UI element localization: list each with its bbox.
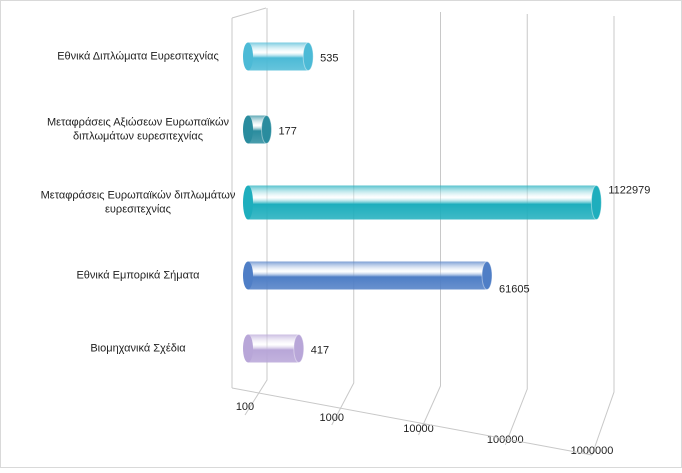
y-tick-label: Βιομηχανικά Σχέδια bbox=[90, 342, 186, 354]
y-tick-label: Μεταφράσεις Ευρωπαϊκών διπλωμάτων ευρεσιτ… bbox=[41, 189, 236, 215]
bar bbox=[248, 42, 309, 71]
x-tick-label: 10000 bbox=[403, 423, 434, 435]
bar bbox=[248, 334, 299, 363]
y-tick-label: Μεταφράσεις Αξιώσεων Ευρωπαϊκών διπλωμάτω… bbox=[47, 116, 230, 142]
grid-line bbox=[504, 14, 528, 446]
bar-cap-start bbox=[243, 261, 253, 290]
bar-cap-end bbox=[481, 261, 493, 290]
bar bbox=[248, 261, 487, 290]
bar-cap-start bbox=[243, 42, 253, 71]
data-label: 417 bbox=[311, 344, 329, 356]
y-tick-label: Εθνικά Εμπορικά Σήματα bbox=[76, 269, 200, 281]
bar-cap-start bbox=[243, 185, 253, 220]
grid-line bbox=[591, 16, 615, 456]
x-tick-label: 100 bbox=[236, 401, 254, 413]
x-tick-label: 1000 bbox=[320, 412, 344, 424]
grid-line bbox=[331, 10, 355, 426]
bar-cap-start bbox=[243, 115, 253, 144]
y-tick-label: Εθνικά Διπλώματα Ευρεσιτεχνίας bbox=[57, 50, 219, 62]
floor-edge bbox=[231, 387, 593, 456]
data-label: 1122979 bbox=[608, 184, 650, 196]
bar-cap-end bbox=[590, 185, 602, 220]
bar-cap-end bbox=[293, 334, 305, 363]
x-tick-label: 100000 bbox=[487, 434, 524, 446]
wall-top-edge bbox=[231, 7, 267, 19]
bar-cap-start bbox=[243, 334, 253, 363]
x-tick-label: 1000000 bbox=[571, 445, 614, 457]
grid-line bbox=[418, 12, 441, 436]
bar bbox=[248, 185, 597, 220]
data-label: 61605 bbox=[499, 283, 530, 295]
bar bbox=[248, 115, 267, 144]
data-label: 177 bbox=[279, 125, 297, 137]
bar-cap-end bbox=[302, 42, 314, 71]
data-label: 535 bbox=[320, 52, 338, 64]
bar-cap-end bbox=[261, 115, 273, 144]
